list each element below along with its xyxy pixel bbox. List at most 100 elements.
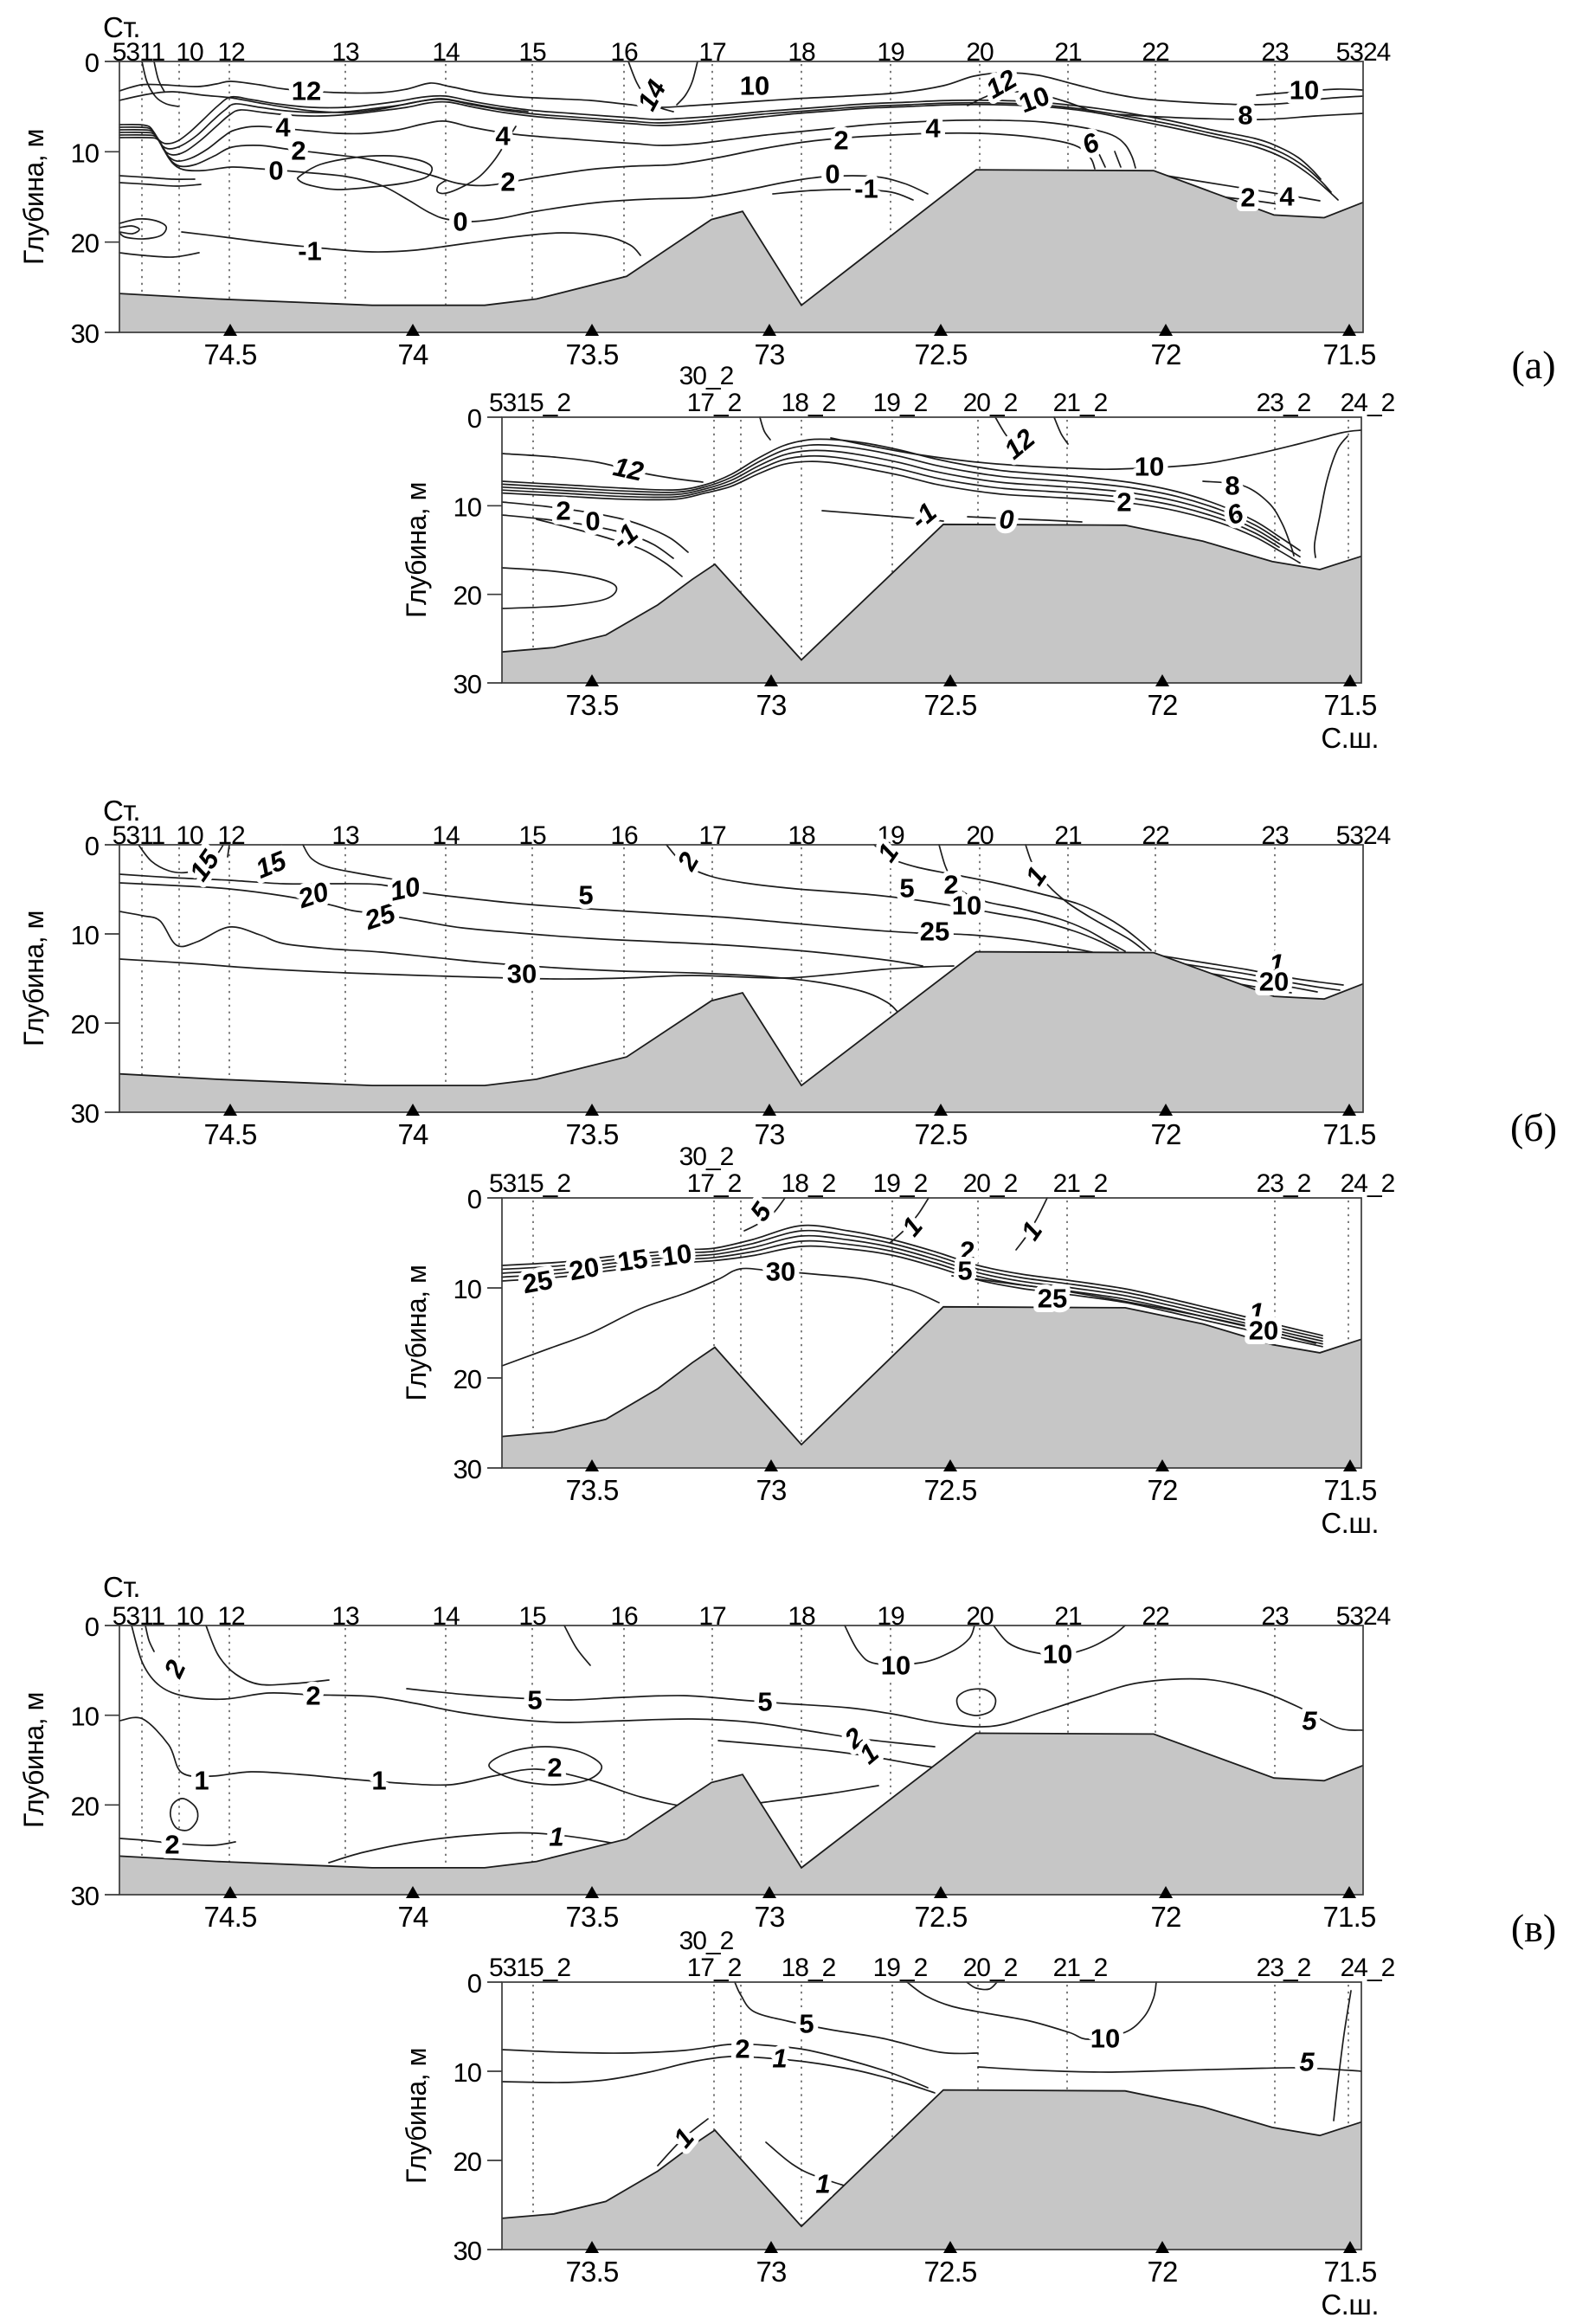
svg-text:74.5: 74.5 — [203, 1901, 256, 1933]
svg-text:73: 73 — [754, 338, 784, 370]
svg-text:15: 15 — [518, 821, 546, 850]
svg-text:2: 2 — [1240, 183, 1255, 213]
svg-text:20: 20 — [567, 1252, 601, 1286]
svg-text:10: 10 — [454, 492, 482, 522]
svg-text:73: 73 — [756, 2256, 786, 2288]
svg-text:72.5: 72.5 — [914, 1901, 967, 1933]
svg-text:20: 20 — [966, 1602, 994, 1631]
svg-text:10: 10 — [952, 891, 981, 921]
svg-text:30: 30 — [766, 1257, 795, 1287]
svg-text:72: 72 — [1147, 689, 1177, 721]
svg-text:22: 22 — [1142, 38, 1169, 67]
svg-text:74.5: 74.5 — [203, 1118, 256, 1150]
svg-text:25: 25 — [520, 1265, 555, 1299]
svg-text:5315_2: 5315_2 — [489, 1954, 570, 1982]
svg-text:10: 10 — [1135, 452, 1164, 482]
svg-text:73: 73 — [756, 689, 786, 721]
svg-text:73.5: 73.5 — [565, 1474, 618, 1506]
svg-text:21_2: 21_2 — [1053, 1169, 1108, 1198]
svg-text:5: 5 — [757, 1687, 772, 1717]
svg-text:4: 4 — [1279, 182, 1295, 212]
svg-text:16: 16 — [610, 821, 638, 850]
svg-text:23_2: 23_2 — [1257, 1954, 1311, 1982]
svg-text:10: 10 — [659, 1238, 693, 1271]
svg-text:20: 20 — [1249, 1316, 1278, 1346]
svg-text:71.5: 71.5 — [1323, 1474, 1376, 1506]
svg-text:14: 14 — [432, 38, 460, 67]
svg-text:25: 25 — [920, 917, 949, 947]
svg-text:(б): (б) — [1510, 1105, 1557, 1149]
svg-text:71.5: 71.5 — [1322, 338, 1375, 370]
svg-text:12: 12 — [217, 821, 245, 850]
svg-text:0: 0 — [585, 506, 600, 537]
svg-text:0: 0 — [467, 403, 482, 434]
svg-text:5: 5 — [1302, 1706, 1317, 1736]
svg-text:2: 2 — [291, 136, 306, 166]
svg-text:2: 2 — [833, 126, 848, 156]
svg-text:8: 8 — [1238, 100, 1252, 131]
svg-text:2: 2 — [306, 1681, 320, 1711]
svg-text:Глубина, м: Глубина, м — [18, 129, 49, 265]
svg-text:10: 10 — [740, 71, 769, 101]
svg-text:14: 14 — [432, 821, 460, 850]
svg-text:1: 1 — [815, 2169, 830, 2199]
svg-text:-1: -1 — [854, 174, 878, 204]
svg-text:5324: 5324 — [1336, 1602, 1391, 1631]
svg-text:0: 0 — [825, 159, 839, 190]
svg-text:30: 30 — [507, 959, 537, 989]
svg-text:10: 10 — [71, 1702, 100, 1732]
svg-text:21_2: 21_2 — [1053, 389, 1108, 417]
svg-text:-1: -1 — [298, 236, 322, 267]
svg-text:5: 5 — [799, 2009, 814, 2039]
svg-text:10: 10 — [176, 821, 203, 850]
svg-text:74: 74 — [397, 1901, 428, 1933]
svg-text:8: 8 — [1225, 471, 1239, 501]
svg-text:20_2: 20_2 — [963, 1954, 1018, 1982]
svg-text:0: 0 — [999, 505, 1013, 535]
svg-text:10: 10 — [71, 138, 100, 168]
svg-text:17_2: 17_2 — [687, 1954, 742, 1982]
svg-text:1: 1 — [194, 1766, 209, 1796]
svg-text:21_2: 21_2 — [1053, 1954, 1108, 1982]
svg-text:5315_2: 5315_2 — [489, 1169, 570, 1198]
svg-text:74.5: 74.5 — [203, 338, 256, 370]
svg-text:30: 30 — [454, 2236, 482, 2266]
svg-text:10: 10 — [1090, 2024, 1120, 2054]
svg-text:71.5: 71.5 — [1323, 2256, 1376, 2288]
svg-text:21: 21 — [1054, 38, 1082, 67]
svg-text:5324: 5324 — [1336, 821, 1391, 850]
svg-text:4: 4 — [495, 121, 511, 151]
svg-text:0: 0 — [85, 1612, 100, 1642]
svg-text:21: 21 — [1054, 1602, 1082, 1631]
svg-text:4: 4 — [925, 113, 941, 144]
svg-text:5311: 5311 — [113, 1602, 165, 1631]
svg-text:10: 10 — [387, 871, 422, 906]
svg-text:16: 16 — [610, 1602, 638, 1631]
svg-text:20: 20 — [454, 2147, 482, 2177]
svg-text:73: 73 — [756, 1474, 786, 1506]
svg-text:73.5: 73.5 — [565, 2256, 618, 2288]
svg-text:20_2: 20_2 — [963, 389, 1018, 417]
svg-text:30: 30 — [71, 1881, 100, 1911]
svg-text:72: 72 — [1150, 338, 1180, 370]
svg-text:71.5: 71.5 — [1322, 1118, 1375, 1150]
svg-text:5: 5 — [578, 880, 593, 911]
svg-text:Ст.: Ст. — [103, 11, 140, 43]
svg-text:20: 20 — [1259, 967, 1289, 997]
svg-text:12: 12 — [217, 1602, 245, 1631]
svg-text:30: 30 — [454, 1454, 482, 1484]
svg-text:15: 15 — [518, 1602, 546, 1631]
svg-text:Глубина, м: Глубина, м — [18, 1692, 49, 1828]
svg-text:73: 73 — [754, 1118, 784, 1150]
svg-text:19_2: 19_2 — [873, 1169, 928, 1198]
svg-text:12: 12 — [292, 76, 321, 106]
svg-text:20: 20 — [966, 821, 994, 850]
svg-text:73.5: 73.5 — [565, 338, 618, 370]
svg-text:18: 18 — [788, 38, 815, 67]
svg-text:20: 20 — [966, 38, 994, 67]
svg-text:17_2: 17_2 — [687, 1169, 742, 1198]
svg-text:30: 30 — [71, 319, 100, 349]
svg-text:72: 72 — [1150, 1118, 1180, 1150]
svg-text:(в): (в) — [1511, 1906, 1556, 1950]
svg-text:5: 5 — [957, 1256, 972, 1286]
